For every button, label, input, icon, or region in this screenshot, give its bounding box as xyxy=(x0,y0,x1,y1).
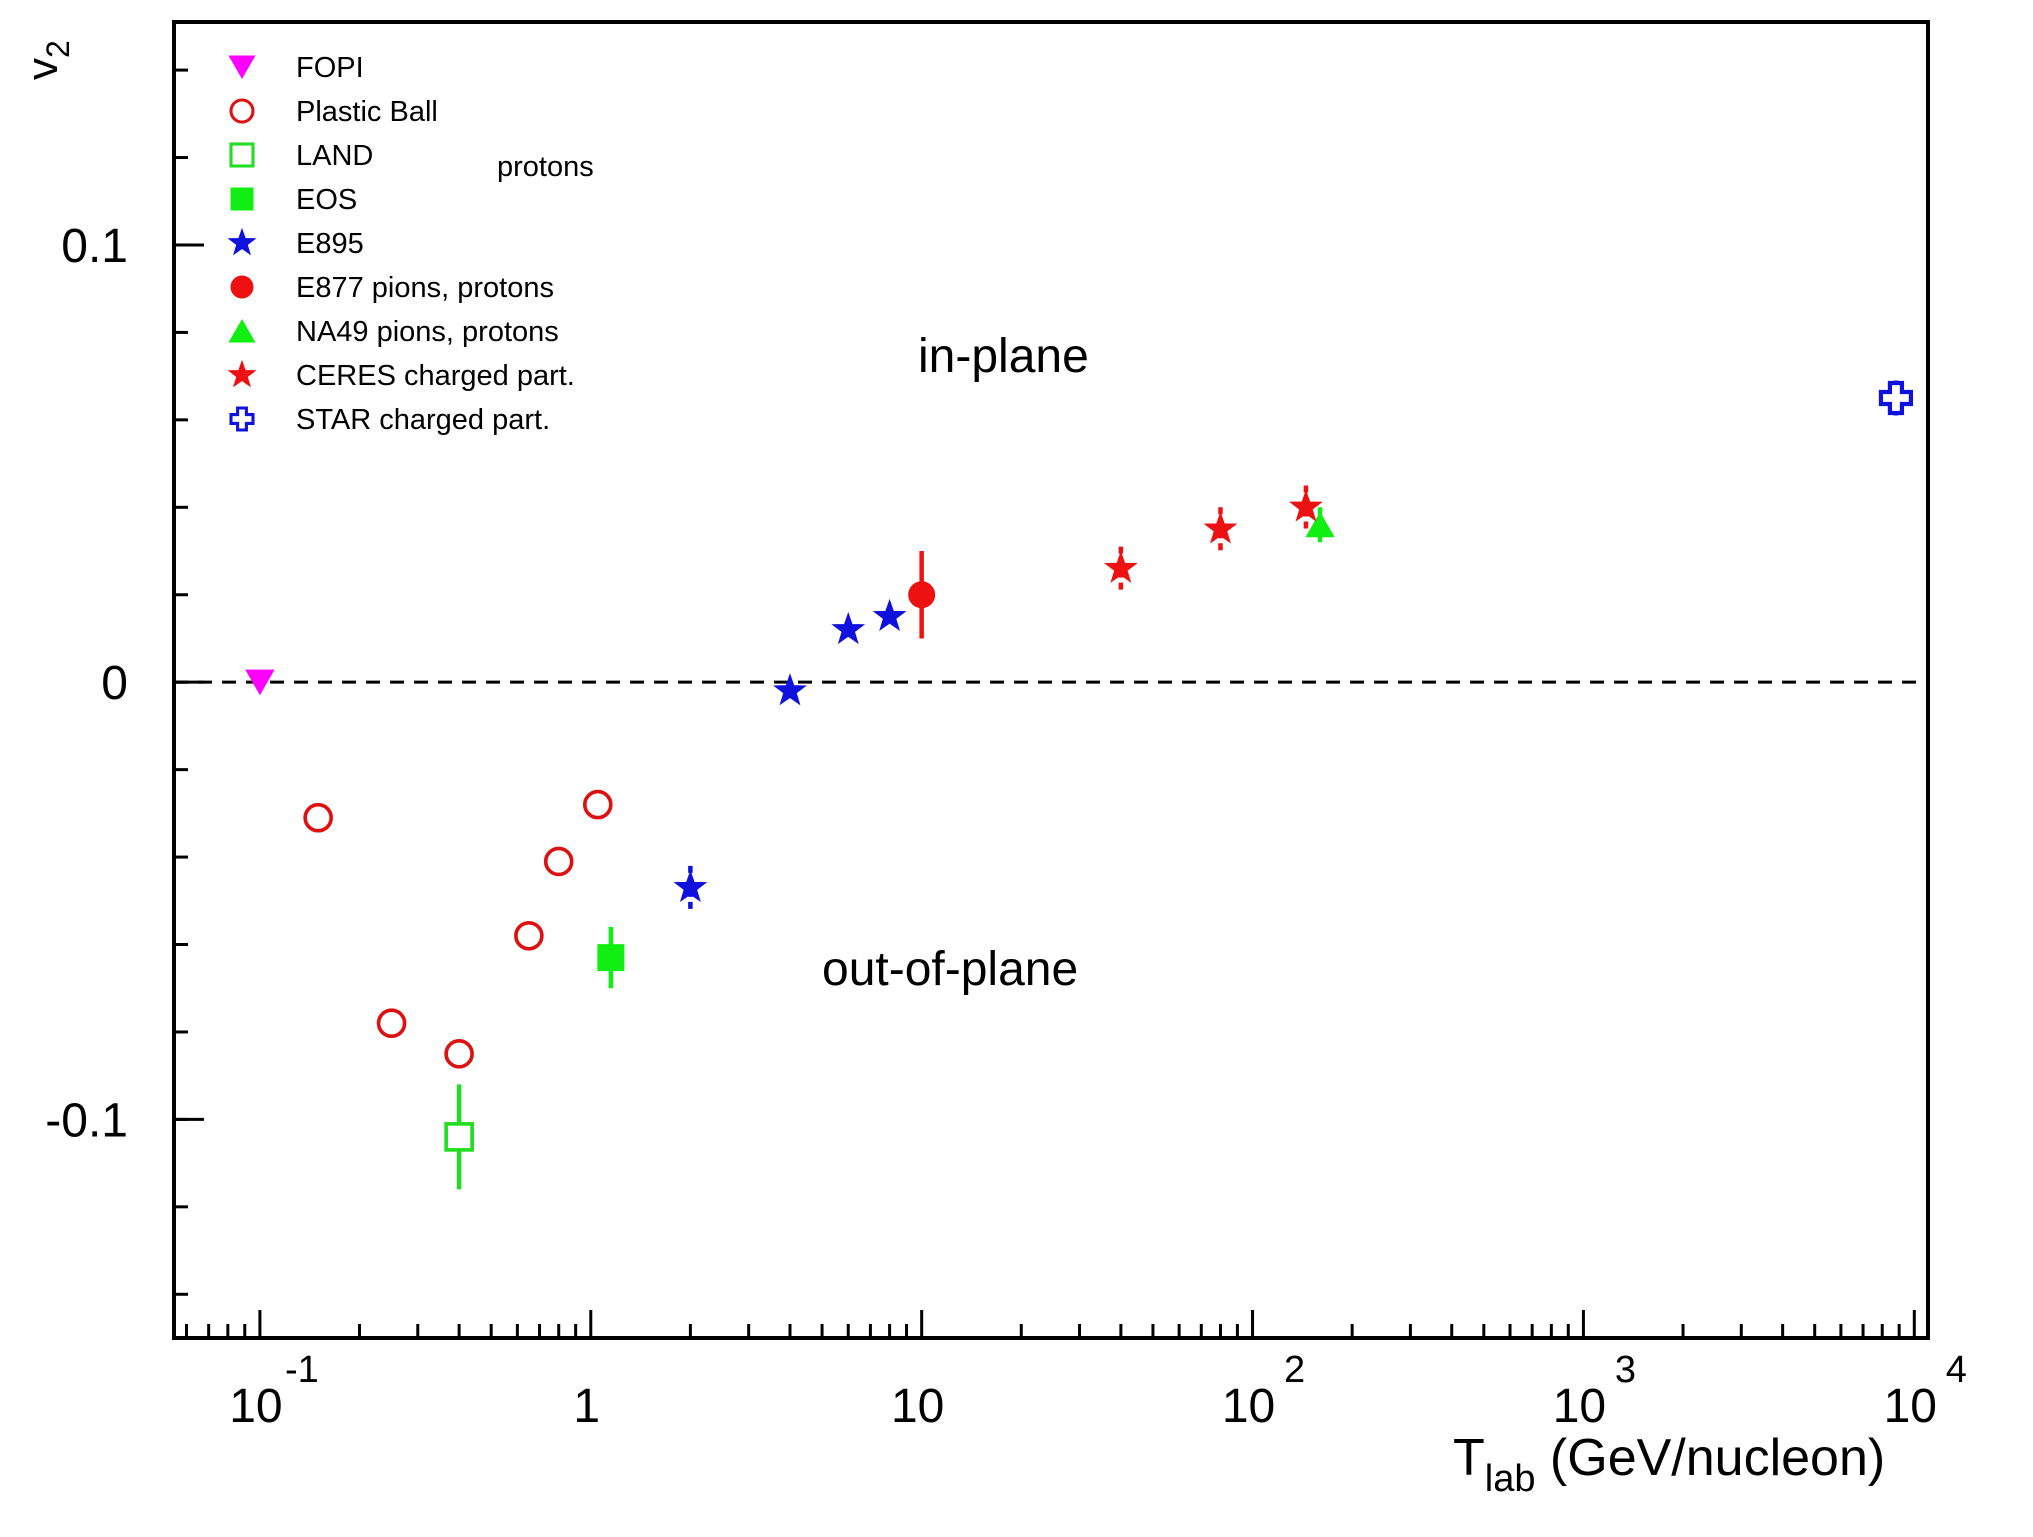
legend-marker xyxy=(230,275,254,299)
x-tick-label: 10 xyxy=(891,1380,944,1433)
series-e877-pions-protons xyxy=(908,551,936,639)
legend-marker xyxy=(228,55,256,80)
data-point xyxy=(1878,380,1914,416)
legend-marker xyxy=(229,406,255,432)
legend-label: E895 xyxy=(296,228,364,260)
series-eos xyxy=(597,927,625,989)
legend: protons FOPI Plastic Ball LAND EOS E895 E877 … xyxy=(227,52,594,436)
series-ceres-charged-part xyxy=(1103,485,1323,591)
data-point xyxy=(245,669,275,696)
legend-marker xyxy=(227,227,257,256)
data-point xyxy=(514,920,544,951)
data-point xyxy=(773,673,807,706)
x-tick-label: 1 xyxy=(573,1380,600,1433)
data-layer xyxy=(245,380,1914,1190)
legend-label: EOS xyxy=(296,184,357,216)
x-tick-exponent: -1 xyxy=(285,1349,319,1391)
series-na49-pions-protons xyxy=(1305,507,1335,543)
legend-label: FOPI xyxy=(296,52,364,84)
y-tick-label: 0.1 xyxy=(61,220,128,273)
x-tick-exponent: 4 xyxy=(1946,1349,1967,1391)
series-e895 xyxy=(673,598,907,910)
legend-title-protons: protons xyxy=(497,151,594,183)
y-tick-label: -0.1 xyxy=(45,1094,128,1147)
data-point xyxy=(1203,511,1238,544)
y-axis-label: v2 xyxy=(18,40,76,80)
legend-marker xyxy=(229,98,255,124)
legend-marker xyxy=(230,187,254,211)
x-tick-label: 10 xyxy=(1884,1380,1937,1433)
data-point xyxy=(543,846,574,877)
legend-entry-star-charged-part: STAR charged part. xyxy=(229,404,550,436)
x-tick-exponent: 3 xyxy=(1615,1349,1636,1391)
legend-entry-fopi: FOPI xyxy=(228,52,364,84)
legend-entry-plastic-ball: Plastic Ball xyxy=(229,96,438,128)
legend-marker xyxy=(229,142,255,168)
legend-label: E877 pions, protons xyxy=(296,272,554,304)
annotation-in-plane: in-plane xyxy=(918,330,1089,383)
data-point xyxy=(444,1038,474,1069)
data-point xyxy=(444,1122,474,1152)
x-tick-label: 10 xyxy=(1222,1380,1275,1433)
legend-entry-e877-pions-protons: E877 pions, protons xyxy=(230,272,554,304)
data-point xyxy=(872,598,907,631)
data-point xyxy=(673,869,708,903)
x-tick-label: 10 xyxy=(1553,1380,1606,1433)
data-point xyxy=(303,802,333,833)
data-point xyxy=(908,581,936,609)
legend-entry-ceres-charged-part: CERES charged part. xyxy=(227,359,575,392)
data-point xyxy=(597,944,625,972)
data-point xyxy=(1103,550,1138,583)
legend-label: Plastic Ball xyxy=(296,96,438,128)
legend-marker xyxy=(227,359,257,388)
legend-entry-na49-pions-protons: NA49 pions, protons xyxy=(228,316,559,348)
x-tick-label: 10 xyxy=(229,1380,282,1433)
legend-entry-land: LAND xyxy=(229,140,373,172)
series-land xyxy=(444,1084,474,1190)
y-tick-label: 0 xyxy=(101,657,128,710)
series-fopi xyxy=(245,669,275,696)
legend-entry-eos: EOS xyxy=(230,184,357,216)
series-star-charged-part xyxy=(1878,380,1914,416)
legend-label: NA49 pions, protons xyxy=(296,316,559,348)
data-point xyxy=(582,789,613,820)
series-plastic-ball xyxy=(303,789,613,1069)
x-tick-exponent: 2 xyxy=(1284,1349,1305,1391)
data-point xyxy=(1289,489,1323,522)
annotation-out-of-plane: out-of-plane xyxy=(822,943,1078,996)
data-point xyxy=(376,1008,407,1039)
legend-marker xyxy=(228,318,256,343)
x-axis-label: Tlab (GeV/nucleon) xyxy=(1453,1429,1885,1500)
legend-entry-e895: E895 xyxy=(227,227,364,260)
data-point xyxy=(1305,511,1335,538)
legend-label: LAND xyxy=(296,140,373,172)
plot-frame xyxy=(172,20,1930,1340)
data-point xyxy=(831,611,866,645)
legend-label: STAR charged part. xyxy=(296,404,550,436)
legend-label: CERES charged part. xyxy=(296,360,575,392)
